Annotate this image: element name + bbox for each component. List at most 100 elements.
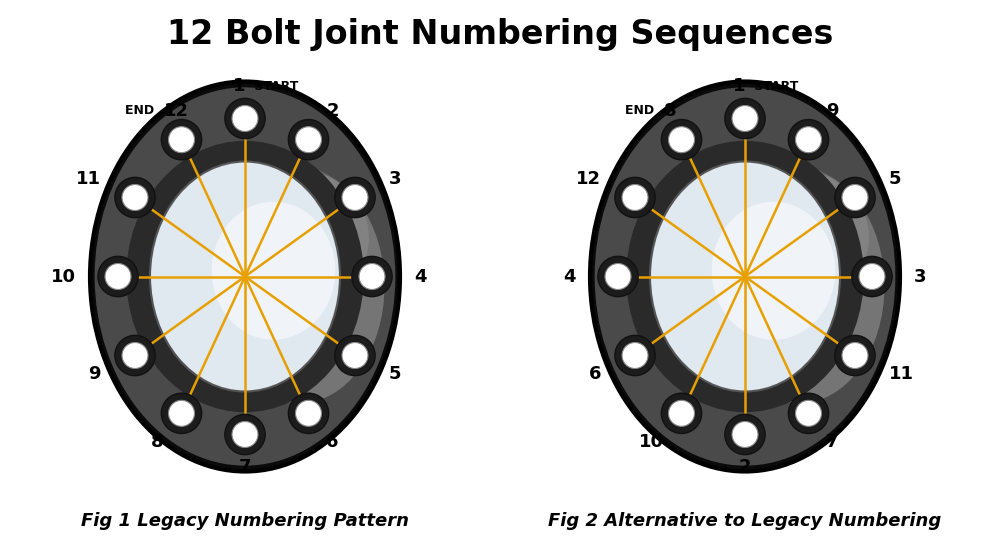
Text: 7: 7 <box>826 433 839 451</box>
Text: START: START <box>250 80 298 93</box>
Ellipse shape <box>95 87 395 466</box>
Circle shape <box>788 119 829 160</box>
Circle shape <box>678 406 690 417</box>
Circle shape <box>805 132 817 143</box>
Text: END: END <box>625 104 659 117</box>
Circle shape <box>342 185 368 211</box>
Circle shape <box>305 132 317 143</box>
Text: 4: 4 <box>414 268 427 286</box>
Circle shape <box>796 400 822 426</box>
Circle shape <box>742 111 753 122</box>
Ellipse shape <box>126 141 364 412</box>
Circle shape <box>805 406 817 417</box>
Circle shape <box>352 256 392 296</box>
Circle shape <box>835 178 875 218</box>
Circle shape <box>678 132 690 143</box>
Circle shape <box>661 393 702 433</box>
Text: 4: 4 <box>564 268 576 286</box>
Circle shape <box>225 98 265 138</box>
Circle shape <box>615 178 655 218</box>
Text: 12: 12 <box>164 102 189 119</box>
Text: 1: 1 <box>233 78 245 96</box>
Circle shape <box>288 119 329 160</box>
Circle shape <box>335 178 375 218</box>
Circle shape <box>725 98 765 138</box>
Text: 12: 12 <box>576 170 601 188</box>
Circle shape <box>288 393 329 433</box>
Ellipse shape <box>626 141 864 412</box>
Ellipse shape <box>714 169 885 403</box>
Text: 3: 3 <box>914 268 926 286</box>
Text: 11: 11 <box>76 170 101 188</box>
Circle shape <box>668 127 694 153</box>
Circle shape <box>352 348 363 359</box>
Text: 2: 2 <box>739 458 751 476</box>
Circle shape <box>132 348 143 359</box>
Text: 7: 7 <box>239 458 251 476</box>
Circle shape <box>296 127 322 153</box>
Circle shape <box>632 348 643 359</box>
Text: Fig 1 Legacy Numbering Pattern: Fig 1 Legacy Numbering Pattern <box>81 512 409 530</box>
Circle shape <box>725 414 765 454</box>
Circle shape <box>105 263 131 289</box>
Text: 11: 11 <box>889 365 914 383</box>
Ellipse shape <box>150 161 340 392</box>
Circle shape <box>842 185 868 211</box>
Text: 8: 8 <box>151 433 164 451</box>
Circle shape <box>835 336 875 376</box>
Circle shape <box>622 343 648 369</box>
Ellipse shape <box>712 202 835 340</box>
Circle shape <box>615 336 655 376</box>
Circle shape <box>788 393 829 433</box>
Circle shape <box>232 105 258 131</box>
Circle shape <box>742 427 753 438</box>
Circle shape <box>242 427 253 438</box>
Text: START: START <box>750 80 798 93</box>
Circle shape <box>98 256 138 296</box>
Circle shape <box>122 343 148 369</box>
Circle shape <box>296 400 322 426</box>
Text: 9: 9 <box>826 102 839 119</box>
Circle shape <box>178 132 190 143</box>
Circle shape <box>869 269 880 280</box>
Circle shape <box>335 336 375 376</box>
Circle shape <box>852 190 863 201</box>
Text: END: END <box>125 104 159 117</box>
Circle shape <box>161 119 202 160</box>
Circle shape <box>242 111 253 122</box>
Circle shape <box>178 406 190 417</box>
Text: 3: 3 <box>389 170 402 188</box>
Circle shape <box>605 263 631 289</box>
Circle shape <box>122 185 148 211</box>
Text: 9: 9 <box>88 365 101 383</box>
Circle shape <box>668 400 694 426</box>
Ellipse shape <box>214 169 384 403</box>
Text: 5: 5 <box>389 365 402 383</box>
Circle shape <box>232 421 258 447</box>
Circle shape <box>661 119 702 160</box>
Text: 12 Bolt Joint Numbering Sequences: 12 Bolt Joint Numbering Sequences <box>167 18 833 51</box>
Circle shape <box>369 269 380 280</box>
Circle shape <box>342 343 368 369</box>
Text: 6: 6 <box>326 433 339 451</box>
Text: 5: 5 <box>889 170 902 188</box>
Text: 8: 8 <box>664 102 676 119</box>
Circle shape <box>359 263 385 289</box>
Circle shape <box>115 336 155 376</box>
Circle shape <box>598 256 638 296</box>
Ellipse shape <box>650 161 840 392</box>
Text: 2: 2 <box>326 102 339 119</box>
Circle shape <box>115 269 126 280</box>
Circle shape <box>632 190 643 201</box>
Text: Fig 2 Alternative to Legacy Numbering: Fig 2 Alternative to Legacy Numbering <box>548 512 942 530</box>
Circle shape <box>169 127 195 153</box>
Circle shape <box>796 127 822 153</box>
Circle shape <box>615 269 626 280</box>
Circle shape <box>305 406 317 417</box>
Ellipse shape <box>168 160 369 315</box>
Circle shape <box>732 421 758 447</box>
Text: 6: 6 <box>588 365 601 383</box>
Circle shape <box>168 400 194 426</box>
Ellipse shape <box>590 81 900 471</box>
Circle shape <box>732 105 758 131</box>
